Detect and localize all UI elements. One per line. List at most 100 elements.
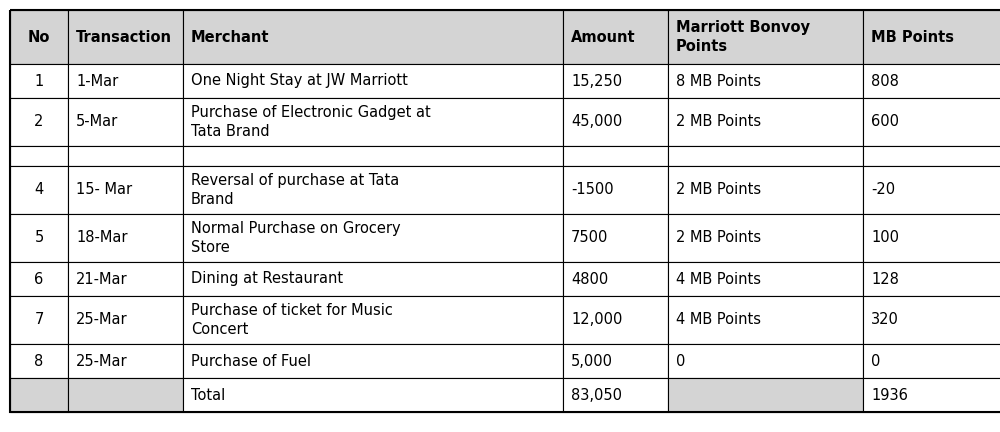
Bar	[563, 146, 668, 166]
Bar	[10, 344, 68, 378]
Bar	[68, 166, 183, 214]
Text: 15,250: 15,250	[571, 73, 622, 89]
Text: 83,050: 83,050	[571, 388, 622, 403]
Bar	[863, 262, 1000, 296]
Bar	[668, 166, 863, 214]
Text: 6: 6	[34, 271, 44, 286]
Bar	[68, 344, 183, 378]
Text: 4800: 4800	[571, 271, 608, 286]
Text: 2: 2	[34, 114, 44, 130]
Text: 45,000: 45,000	[571, 114, 622, 130]
Bar	[10, 166, 68, 214]
Text: 2 MB Points: 2 MB Points	[676, 231, 761, 245]
Text: 7500: 7500	[571, 231, 608, 245]
Text: 0: 0	[676, 353, 685, 368]
Bar	[563, 214, 668, 262]
Bar	[10, 378, 68, 412]
Bar	[668, 214, 863, 262]
Bar	[863, 64, 1000, 98]
Text: 2 MB Points: 2 MB Points	[676, 182, 761, 197]
Bar	[668, 10, 863, 64]
Text: No: No	[28, 29, 50, 44]
Text: 2 MB Points: 2 MB Points	[676, 114, 761, 130]
Text: 8 MB Points: 8 MB Points	[676, 73, 761, 89]
Bar	[563, 344, 668, 378]
Text: Reversal of purchase at Tata
Brand: Reversal of purchase at Tata Brand	[191, 173, 399, 207]
Text: Marriott Bonvoy
Points: Marriott Bonvoy Points	[676, 20, 810, 54]
Text: 4 MB Points: 4 MB Points	[676, 271, 761, 286]
Text: 5: 5	[34, 231, 44, 245]
Bar	[563, 64, 668, 98]
Bar	[863, 166, 1000, 214]
Bar	[563, 98, 668, 146]
Text: 5,000: 5,000	[571, 353, 613, 368]
Bar	[668, 98, 863, 146]
Text: 8: 8	[34, 353, 44, 368]
Bar	[668, 344, 863, 378]
Bar	[183, 166, 563, 214]
Text: 1: 1	[34, 73, 44, 89]
Bar	[668, 378, 863, 412]
Text: Merchant: Merchant	[191, 29, 270, 44]
Text: 25-Mar: 25-Mar	[76, 353, 128, 368]
Bar	[863, 214, 1000, 262]
Bar	[563, 166, 668, 214]
Text: 1936: 1936	[871, 388, 908, 403]
Bar	[183, 378, 563, 412]
Text: Purchase of Fuel: Purchase of Fuel	[191, 353, 311, 368]
Text: One Night Stay at JW Marriott: One Night Stay at JW Marriott	[191, 73, 408, 89]
Bar	[68, 214, 183, 262]
Text: 320: 320	[871, 312, 899, 327]
Text: 4: 4	[34, 182, 44, 197]
Bar	[668, 262, 863, 296]
Bar	[10, 64, 68, 98]
Bar	[68, 146, 183, 166]
Bar	[68, 64, 183, 98]
Bar	[68, 98, 183, 146]
Text: 808: 808	[871, 73, 899, 89]
Text: Transaction: Transaction	[76, 29, 172, 44]
Bar	[183, 98, 563, 146]
Text: -20: -20	[871, 182, 895, 197]
Bar	[68, 378, 183, 412]
Bar	[10, 98, 68, 146]
Bar	[10, 262, 68, 296]
Text: Normal Purchase on Grocery
Store: Normal Purchase on Grocery Store	[191, 221, 401, 255]
Bar	[68, 296, 183, 344]
Bar	[668, 296, 863, 344]
Text: MB Points: MB Points	[871, 29, 954, 44]
Bar	[183, 344, 563, 378]
Text: 18-Mar: 18-Mar	[76, 231, 128, 245]
Text: 1-Mar: 1-Mar	[76, 73, 118, 89]
Bar	[183, 146, 563, 166]
Bar	[863, 10, 1000, 64]
Bar	[10, 146, 68, 166]
Text: 15- Mar: 15- Mar	[76, 182, 132, 197]
Bar	[68, 10, 183, 64]
Text: -1500: -1500	[571, 182, 614, 197]
Text: 0: 0	[871, 353, 880, 368]
Bar	[10, 296, 68, 344]
Bar	[863, 146, 1000, 166]
Bar	[863, 378, 1000, 412]
Bar	[863, 344, 1000, 378]
Text: 4 MB Points: 4 MB Points	[676, 312, 761, 327]
Text: 7: 7	[34, 312, 44, 327]
Bar	[183, 64, 563, 98]
Bar	[68, 262, 183, 296]
Bar	[863, 98, 1000, 146]
Text: Amount: Amount	[571, 29, 636, 44]
Bar	[183, 214, 563, 262]
Text: Total: Total	[191, 388, 225, 403]
Bar	[10, 10, 68, 64]
Text: Purchase of Electronic Gadget at
Tata Brand: Purchase of Electronic Gadget at Tata Br…	[191, 105, 431, 139]
Bar	[563, 378, 668, 412]
Bar	[563, 296, 668, 344]
Text: 21-Mar: 21-Mar	[76, 271, 128, 286]
Bar	[563, 262, 668, 296]
Text: 12,000: 12,000	[571, 312, 622, 327]
Bar	[863, 296, 1000, 344]
Text: Purchase of ticket for Music
Concert: Purchase of ticket for Music Concert	[191, 303, 393, 337]
Text: 100: 100	[871, 231, 899, 245]
Text: 128: 128	[871, 271, 899, 286]
